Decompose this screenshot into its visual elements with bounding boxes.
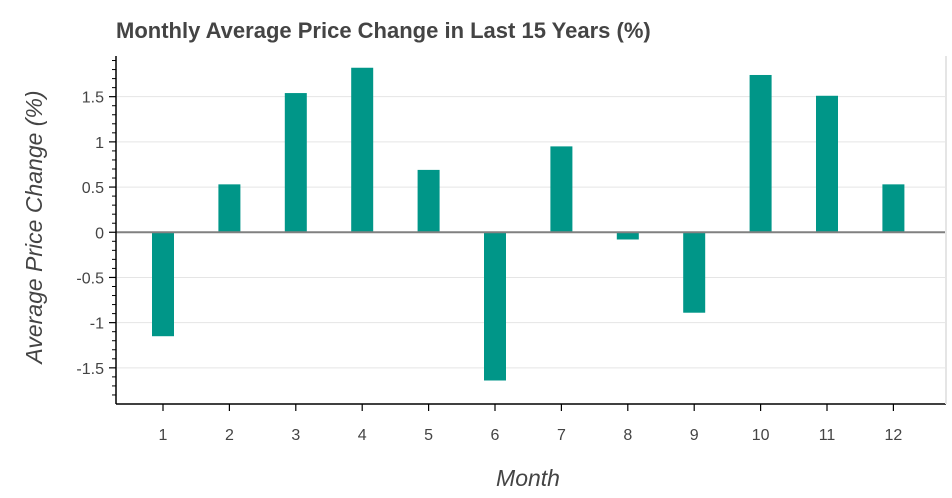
y-tick-label: -1.5 [76, 361, 104, 378]
x-tick-label: 4 [358, 427, 367, 444]
bar [882, 184, 905, 233]
y-tick-label: 1.5 [82, 90, 104, 107]
bar [749, 74, 772, 233]
bar [417, 169, 440, 233]
y-tick-label: 1 [95, 135, 104, 152]
chart-title: Monthly Average Price Change in Last 15 … [116, 18, 651, 43]
bar [218, 184, 241, 233]
bar [816, 95, 838, 233]
y-tick-label: -0.5 [76, 270, 104, 287]
y-axis-label: Average Price Change (%) [21, 90, 47, 365]
y-tick-label: 0.5 [82, 180, 104, 197]
bar [284, 93, 307, 233]
bar [683, 232, 706, 313]
x-tick-label: 8 [623, 427, 632, 444]
x-tick-label: 9 [690, 427, 699, 444]
bar [550, 146, 573, 233]
x-tick-label: 2 [225, 427, 234, 444]
x-tick-label: 7 [557, 427, 566, 444]
bar [616, 232, 639, 240]
x-axis-ticks: 1 2 3 4 5 6 7 8 9 10 11 12 [159, 404, 903, 444]
bars [152, 67, 905, 381]
y-axis-ticks: -1.5 -1 -0.5 0 0.5 1 1.5 [76, 60, 116, 396]
x-tick-label: 3 [291, 427, 300, 444]
x-tick-label: 5 [424, 427, 433, 444]
x-tick-label: 11 [819, 427, 836, 444]
bar [351, 67, 374, 233]
bar [484, 232, 506, 381]
x-tick-label: 1 [159, 427, 168, 444]
x-tick-label: 10 [752, 427, 770, 444]
x-axis-label: Month [496, 465, 560, 491]
y-tick-label: 0 [95, 225, 104, 242]
x-tick-label: 6 [491, 427, 500, 444]
bar [152, 232, 174, 337]
x-tick-label: 12 [885, 427, 903, 444]
y-tick-label: -1 [90, 316, 104, 333]
